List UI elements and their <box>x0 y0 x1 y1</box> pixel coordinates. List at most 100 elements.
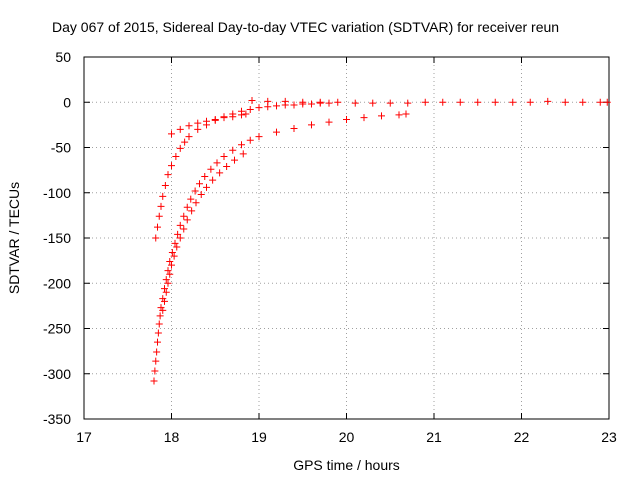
data-point <box>207 165 215 173</box>
y-tick-label: -150 <box>43 230 71 246</box>
data-point <box>203 117 210 125</box>
data-point <box>150 377 158 385</box>
data-point <box>211 115 219 123</box>
data-point <box>238 141 245 149</box>
data-point <box>596 98 604 106</box>
data-point <box>386 99 394 107</box>
data-point <box>439 98 447 106</box>
y-tick-label: 0 <box>63 94 71 110</box>
y-tick-labels: 50 0 -50 -100 -150 -200 -250 -300 -350 <box>43 49 71 427</box>
series-arc-4 <box>168 110 250 138</box>
data-point <box>156 312 164 320</box>
data-point <box>248 96 256 104</box>
data-point <box>201 172 209 180</box>
data-point <box>154 338 161 346</box>
x-tick-label: 20 <box>339 429 355 445</box>
series-arc-2 <box>150 110 410 385</box>
y-tick-label: -350 <box>43 411 71 427</box>
data-point <box>159 192 167 200</box>
data-point <box>509 98 517 106</box>
data-point <box>162 288 170 296</box>
data-point <box>180 212 188 220</box>
data-point <box>246 136 254 144</box>
data-point <box>544 97 552 105</box>
data-point <box>290 101 298 109</box>
data-point <box>155 320 163 328</box>
data-point <box>191 187 199 195</box>
data-point <box>168 261 175 269</box>
data-point <box>176 144 184 152</box>
data-point <box>203 183 210 191</box>
data-point <box>154 223 161 231</box>
data-point <box>151 367 159 375</box>
y-tick-label: -250 <box>43 321 71 337</box>
data-point <box>176 125 184 133</box>
data-point <box>238 111 245 119</box>
data-point <box>395 111 403 119</box>
data-point <box>187 195 195 203</box>
x-tick-labels: 17 18 19 20 21 22 23 <box>76 429 617 445</box>
data-point <box>255 133 263 141</box>
data-point <box>603 98 611 106</box>
data-point <box>360 114 368 122</box>
data-point <box>273 102 280 110</box>
data-points <box>150 96 611 385</box>
y-tick-label: -200 <box>43 275 71 291</box>
series-arc-5 <box>248 96 611 107</box>
data-point <box>308 100 315 108</box>
data-point <box>154 329 162 337</box>
data-point <box>334 98 342 106</box>
x-tick-label: 23 <box>601 429 617 445</box>
data-point <box>242 110 250 118</box>
data-point <box>168 162 175 170</box>
data-point <box>456 98 464 106</box>
x-tick-label: 21 <box>426 429 442 445</box>
x-axis-label: GPS time / hours <box>293 457 400 473</box>
y-axis-label: SDTVAR / TECUs <box>6 182 22 294</box>
data-point <box>173 243 181 251</box>
data-point <box>213 159 221 167</box>
data-point <box>183 203 191 211</box>
data-point <box>579 98 587 106</box>
grid-lines <box>84 57 609 419</box>
x-tick-label: 22 <box>514 429 530 445</box>
data-point <box>194 125 202 133</box>
data-point <box>378 112 385 120</box>
y-tick-label: -50 <box>51 140 71 156</box>
data-point <box>281 97 289 105</box>
data-point <box>264 97 272 105</box>
data-point <box>316 98 324 106</box>
data-point <box>171 239 179 247</box>
data-point <box>176 234 184 242</box>
y-tick-label: -100 <box>43 185 71 201</box>
data-point <box>172 153 180 161</box>
data-point <box>196 180 203 188</box>
data-point <box>343 115 350 123</box>
data-point <box>404 99 412 107</box>
data-point <box>188 207 196 215</box>
data-point <box>351 99 359 107</box>
data-point <box>164 171 172 179</box>
data-point <box>164 279 172 287</box>
data-point <box>239 150 247 158</box>
data-point <box>152 234 160 242</box>
x-tick-label: 17 <box>76 429 92 445</box>
y-tick-label: 50 <box>55 49 71 65</box>
data-point <box>170 252 178 260</box>
data-point <box>194 119 202 127</box>
series-arc-3 <box>159 150 247 314</box>
data-point <box>308 121 315 129</box>
data-point <box>164 267 172 275</box>
data-point <box>181 138 189 146</box>
data-point <box>561 98 569 106</box>
data-point <box>325 118 333 126</box>
data-point <box>162 276 170 284</box>
data-point <box>174 230 182 238</box>
data-point <box>168 248 176 256</box>
data-point <box>325 99 333 107</box>
data-point <box>166 258 174 266</box>
data-point <box>185 122 193 130</box>
data-point <box>185 133 193 141</box>
x-tick-label: 18 <box>164 429 180 445</box>
series-arc-1 <box>152 99 333 242</box>
